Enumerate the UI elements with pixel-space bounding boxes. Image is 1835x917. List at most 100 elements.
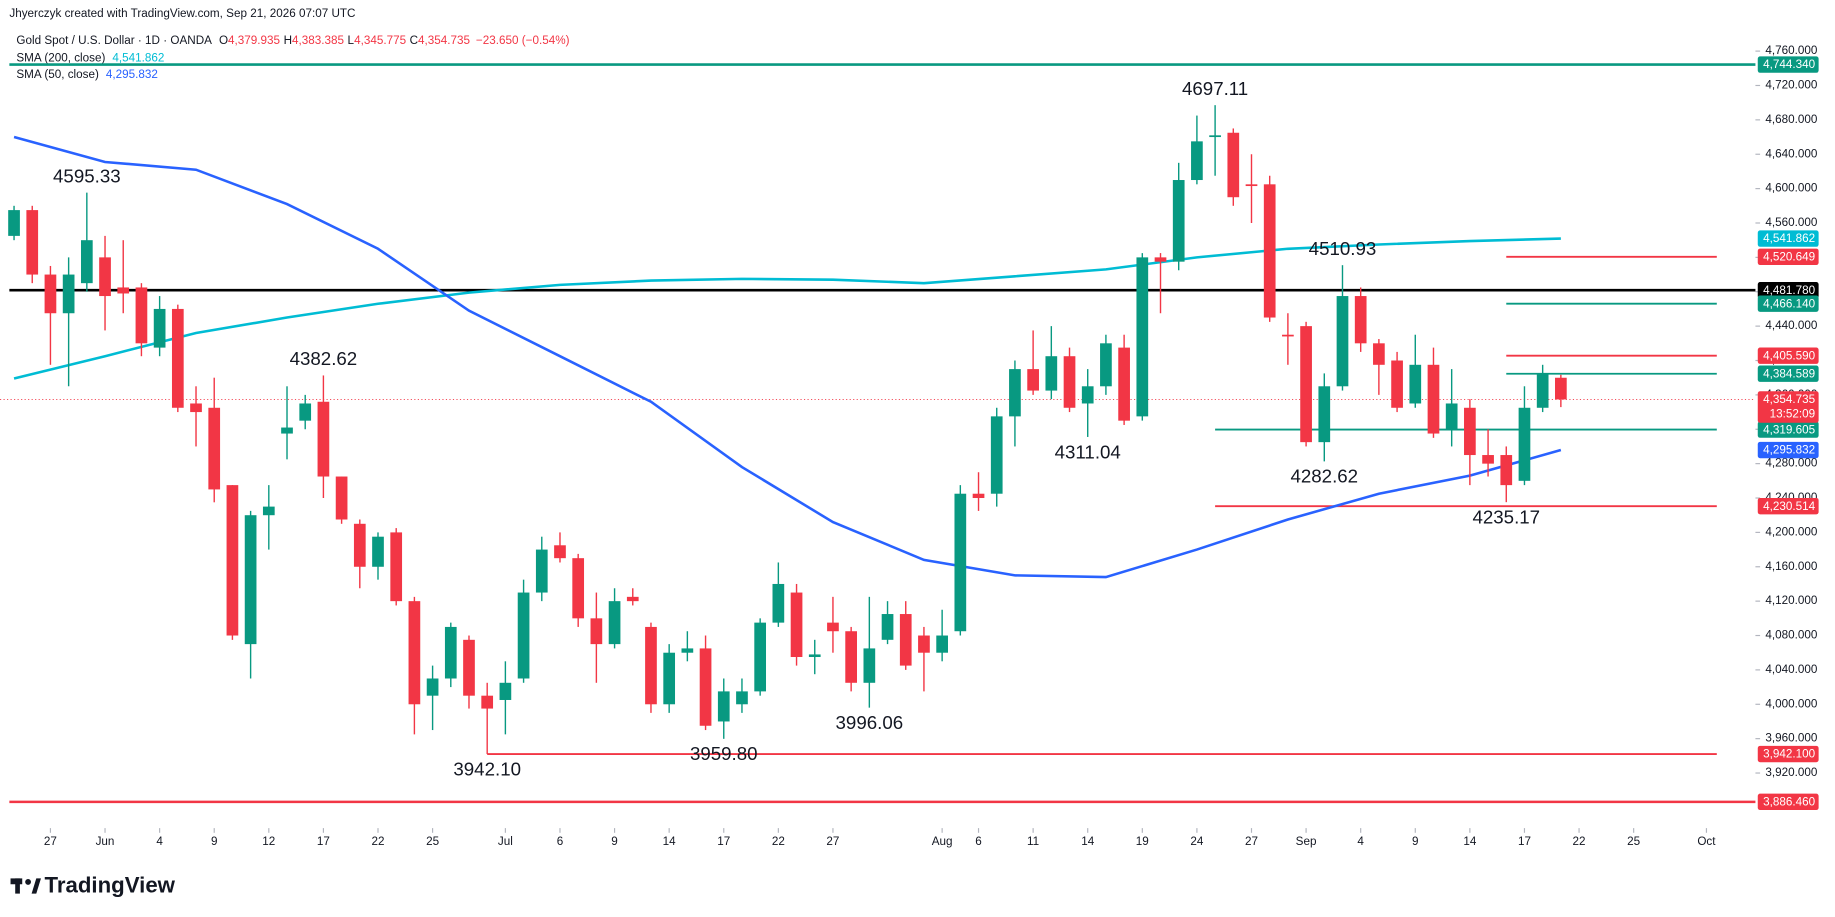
sma-line — [13, 135, 1562, 579]
candle-body — [717, 691, 730, 722]
x-tick-label: 6 — [975, 835, 982, 848]
candle-body — [1445, 403, 1458, 430]
level-box — [1757, 248, 1819, 266]
level-label: 4,384.589 — [1763, 367, 1815, 380]
last-price-box — [1757, 391, 1819, 423]
candle-body — [954, 493, 967, 632]
candle-body — [972, 493, 985, 499]
ohlc-value: 4,379.935 — [228, 34, 281, 47]
y-tick-label: 3,960.000 — [1765, 732, 1818, 745]
candle-body — [80, 240, 93, 284]
x-tick-label: 22 — [772, 835, 785, 848]
candle-body — [1518, 407, 1531, 481]
sma-line — [13, 237, 1561, 380]
x-tick-label: 9 — [611, 835, 618, 848]
candle-body — [699, 648, 712, 726]
legend-value: 4,541.862 — [112, 52, 164, 65]
sma-box — [1757, 230, 1819, 247]
candle-body — [372, 536, 384, 567]
candle-body — [936, 635, 948, 653]
x-tick-label: 4 — [156, 835, 163, 848]
x-tick-label: 6 — [557, 835, 564, 848]
sma-label: 4,295.832 — [1763, 444, 1815, 457]
candle-body — [845, 631, 857, 683]
ohlc-key: H — [284, 34, 292, 47]
change: −23.650 (−0.54%) — [476, 34, 570, 47]
candle-body — [153, 308, 166, 348]
level-box — [1757, 365, 1819, 382]
legend-value: 4,295.832 — [106, 68, 158, 81]
candle-body — [1209, 135, 1221, 138]
candle-body — [262, 506, 275, 516]
ohlc-key: C — [410, 34, 418, 47]
candle-body — [1427, 364, 1440, 434]
price-annotation: 4595.33 — [53, 165, 121, 186]
candle-body — [535, 549, 548, 593]
y-tick-label: 4,280.000 — [1765, 457, 1818, 470]
candle-body — [608, 601, 621, 645]
candle-body — [281, 427, 293, 434]
candle-body — [990, 416, 1003, 494]
candle-body — [663, 652, 676, 705]
y-tick-label: 4,440.000 — [1765, 319, 1818, 332]
x-tick-label: 9 — [211, 835, 218, 848]
credit: Jhyerczyk created with TradingView.com, … — [9, 7, 355, 20]
level-box — [1757, 497, 1819, 515]
x-tick-label: 14 — [1463, 835, 1477, 848]
x-tick-label: 27 — [1245, 835, 1258, 848]
candle-body — [1227, 132, 1240, 198]
level-label: 3,886.460 — [1763, 796, 1816, 809]
level-box — [1757, 347, 1819, 364]
candle-body — [1318, 386, 1331, 443]
level-box — [1757, 56, 1819, 73]
candle-body — [881, 614, 894, 640]
level-box — [1757, 793, 1819, 811]
price-annotation: 4382.62 — [290, 348, 358, 369]
level-label: 4,481.780 — [1763, 284, 1816, 297]
chart-title: Gold Spot / U.S. Dollar · 1D · OANDA — [16, 34, 212, 47]
candle-body — [1482, 455, 1494, 464]
candle-body — [408, 601, 421, 705]
y-tick-label: 4,640.000 — [1765, 147, 1818, 160]
candle-body — [499, 682, 512, 700]
candle-body — [1081, 386, 1094, 404]
candle-body — [244, 515, 257, 645]
candle-body — [208, 407, 221, 490]
candle-body — [317, 401, 330, 477]
candle-body — [353, 523, 366, 567]
candle-body — [8, 210, 20, 236]
level-label: 4,405.590 — [1763, 349, 1816, 362]
candle-body — [1245, 184, 1258, 187]
x-tick-label: Oct — [1697, 835, 1716, 848]
candle-body — [26, 210, 39, 275]
last-price-label: 4,354.735 — [1763, 393, 1816, 406]
price-annotation: 3959.80 — [690, 743, 758, 764]
x-tick-label: Sep — [1296, 835, 1317, 848]
price-annotation: 4697.11 — [1182, 78, 1248, 99]
candle-body — [1336, 296, 1349, 387]
candle-body — [481, 695, 494, 709]
candle-body — [1536, 373, 1549, 408]
candle-body — [517, 592, 530, 679]
candle-body — [736, 691, 748, 705]
y-tick-label: 4,000.000 — [1765, 697, 1818, 710]
x-tick-label: 12 — [262, 835, 275, 848]
level-box — [1757, 295, 1819, 312]
x-tick-label: 27 — [826, 835, 839, 848]
x-tick-label: 17 — [317, 835, 330, 848]
candle-body — [1172, 180, 1185, 262]
candle-body — [899, 614, 912, 666]
level-box — [1757, 421, 1819, 438]
ohlc-key: L — [348, 34, 355, 47]
y-tick-label: 4,080.000 — [1765, 629, 1818, 642]
level-label: 4,520.649 — [1763, 250, 1815, 263]
candle-body — [572, 558, 585, 619]
level-label: 4,230.514 — [1763, 500, 1816, 513]
candle-body — [754, 622, 767, 692]
candle-body — [1354, 296, 1367, 344]
candle-body — [171, 308, 184, 408]
level-box — [1757, 282, 1819, 299]
y-tick-label: 4,680.000 — [1765, 113, 1818, 126]
level-label: 4,466.140 — [1763, 297, 1816, 310]
